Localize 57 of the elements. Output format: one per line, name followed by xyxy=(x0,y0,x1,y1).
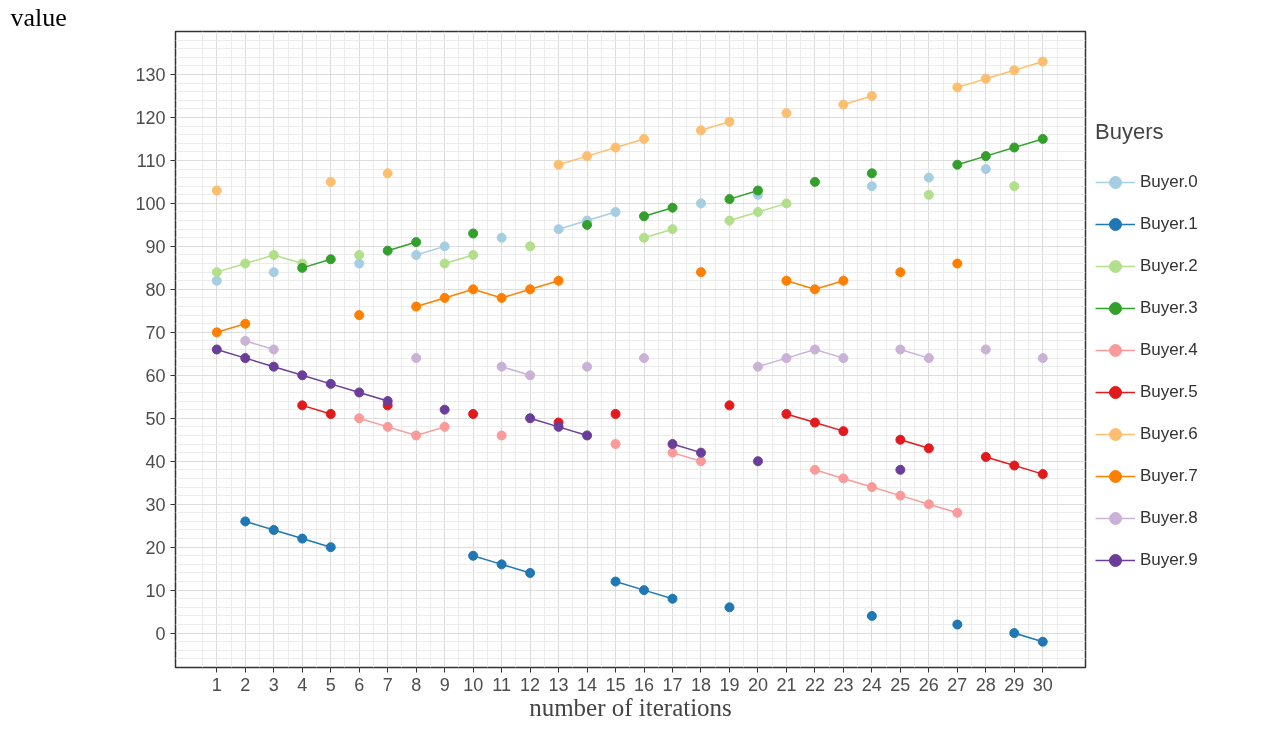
x-tick-label: 25 xyxy=(890,674,911,695)
y-axis-title: value xyxy=(10,2,67,32)
x-axis-title: number of iterations xyxy=(529,693,732,721)
x-tick-label: 20 xyxy=(747,674,768,695)
y-tick-label: 100 xyxy=(135,193,166,214)
x-tick-label: 13 xyxy=(548,674,569,695)
y-tick-label: 40 xyxy=(145,451,166,472)
x-tick-label: 6 xyxy=(354,674,365,695)
y-tick-label: 130 xyxy=(135,64,166,85)
y-tick-label: 90 xyxy=(145,236,166,257)
x-tick-label: 10 xyxy=(463,674,484,695)
x-tick-label: 21 xyxy=(776,674,797,695)
x-tick-label: 14 xyxy=(577,674,598,695)
legend-label: Buyer.3 xyxy=(1140,297,1198,319)
x-tick-label: 1 xyxy=(211,674,222,695)
x-tick-label: 29 xyxy=(1004,674,1025,695)
x-tick-label: 12 xyxy=(520,674,541,695)
y-tick-label: 60 xyxy=(145,365,166,386)
legend-label: Buyer.5 xyxy=(1140,381,1198,403)
y-tick-label: 80 xyxy=(145,279,166,300)
x-tick-label: 24 xyxy=(861,674,882,695)
x-tick-label: 22 xyxy=(804,674,825,695)
x-tick-label: 4 xyxy=(297,674,308,695)
x-tick-label: 23 xyxy=(833,674,854,695)
x-tick-label: 7 xyxy=(382,674,393,695)
x-tick-label: 27 xyxy=(947,674,968,695)
x-tick-label: 15 xyxy=(605,674,626,695)
x-tick-label: 3 xyxy=(268,674,279,695)
legend-title: Buyers xyxy=(1095,119,1165,145)
x-tick-label: 18 xyxy=(690,674,712,695)
y-tick-label: 0 xyxy=(155,623,166,644)
x-tick-label: 26 xyxy=(918,674,939,695)
x-tick-label: 17 xyxy=(662,674,683,695)
legend-label: Buyer.2 xyxy=(1140,255,1198,277)
x-tick-label: 5 xyxy=(325,674,336,695)
legend-label: Buyer.9 xyxy=(1140,549,1198,571)
legend-label: Buyer.1 xyxy=(1140,213,1198,235)
y-tick-label: 50 xyxy=(145,408,166,429)
x-tick-label: 2 xyxy=(240,674,251,695)
legend-label: Buyer.8 xyxy=(1140,507,1198,529)
legend-label: Buyer.0 xyxy=(1140,171,1198,193)
legend-label: Buyer.4 xyxy=(1140,339,1198,361)
y-tick-label: 110 xyxy=(136,150,166,171)
y-tick-label: 30 xyxy=(145,494,166,515)
x-tick-label: 9 xyxy=(439,674,450,695)
y-tick-label: 10 xyxy=(145,580,166,601)
x-tick-label: 19 xyxy=(719,674,740,695)
x-tick-label: 30 xyxy=(1032,674,1053,695)
x-tick-label: 11 xyxy=(492,674,511,695)
y-tick-label: 20 xyxy=(145,537,166,558)
x-tick-label: 8 xyxy=(411,674,422,695)
legend-label: Buyer.6 xyxy=(1140,423,1198,445)
y-tick-label: 120 xyxy=(135,107,166,128)
x-tick-label: 28 xyxy=(975,674,996,695)
x-tick-label: 16 xyxy=(634,674,655,695)
legend-label: Buyer.7 xyxy=(1140,465,1198,487)
y-tick-label: 70 xyxy=(145,322,166,343)
